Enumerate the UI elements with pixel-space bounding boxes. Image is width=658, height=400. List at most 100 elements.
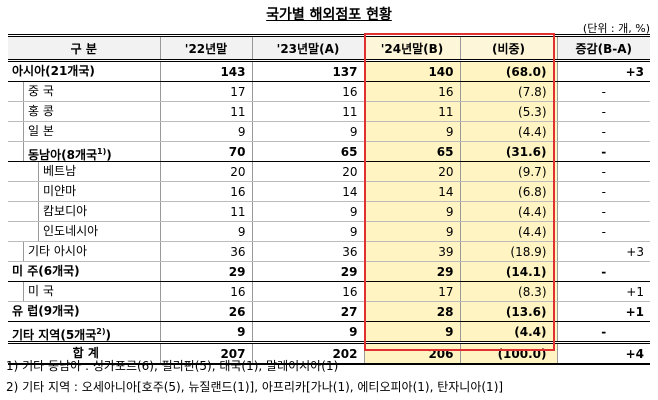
row-label: 합 계 <box>8 345 160 362</box>
header-cell: (비중) <box>459 34 557 62</box>
value-cell: 16 <box>159 181 252 202</box>
value-cell: (13.6) <box>459 301 557 322</box>
footnote: 2) 기타 지역 : 오세아니아[호주(5), 뉴질랜드(1)], 아프리카[가… <box>6 380 504 394</box>
value-cell: 65 <box>251 141 364 162</box>
value-cell: - <box>556 321 650 343</box>
value-cell: 14 <box>363 181 460 202</box>
label-text: ) <box>105 328 111 342</box>
label-text: 인도네시아 <box>43 224 99 238</box>
value-cell: 11 <box>363 101 460 122</box>
header-cell: '22년말 <box>159 34 252 62</box>
value-cell: (14.1) <box>459 261 557 282</box>
footnote: 1) 기타 동남아 : 싱가포르(6), 필리핀(5), 태국(1), 말레이시… <box>6 359 339 373</box>
row-label: 유 럽(9개국) <box>8 302 160 321</box>
value-cell: 36 <box>251 241 364 262</box>
value-cell: (6.8) <box>459 181 557 202</box>
value-cell: 207 <box>159 341 252 365</box>
value-cell: 11 <box>251 101 364 122</box>
value-cell: (4.4) <box>459 221 557 242</box>
value-cell: 39 <box>363 241 460 262</box>
header-cell: '24년말(B) <box>363 34 460 62</box>
value-cell: 9 <box>159 321 252 343</box>
row-label: 홍 콩 <box>23 102 160 121</box>
label-text: 일 본 <box>28 124 54 138</box>
value-cell: 9 <box>251 121 364 142</box>
value-cell: (100.0) <box>459 341 557 365</box>
value-cell: - <box>556 261 650 282</box>
unit: (단위 : 개, %) <box>582 22 650 35</box>
value-cell: +1 <box>556 301 650 322</box>
value-cell: 202 <box>251 341 364 365</box>
value-cell: - <box>556 181 650 202</box>
table-row: 기타 지역(5개국2)) 9 9 9 (4.4) - <box>8 321 650 343</box>
row-label-cell: 일 본 <box>8 121 160 142</box>
value-cell: 28 <box>363 301 460 322</box>
label-text: 유 럽(9개국) <box>12 304 80 318</box>
label-text: 미 주(6개국) <box>12 264 80 278</box>
value-cell: (4.4) <box>459 201 557 222</box>
value-cell: 27 <box>251 301 364 322</box>
value-cell: 9 <box>159 121 252 142</box>
value-cell: 140 <box>363 60 460 82</box>
value-cell: 9 <box>363 321 460 343</box>
row-label-cell: 기타 지역(5개국2)) <box>8 321 160 343</box>
row-label: 중 국 <box>23 82 160 101</box>
label-text: 캄보디아 <box>43 204 88 218</box>
value-cell: - <box>556 221 650 242</box>
row-label: 베트남 <box>38 162 160 181</box>
label-text: 미얀마 <box>43 184 77 198</box>
value-cell: 70 <box>159 141 252 162</box>
table-row: 합 계 207 202 206 (100.0) +4 <box>8 341 650 365</box>
table-row: 미 주(6개국) 29 29 29 (14.1) - <box>8 261 650 282</box>
label-text: 합 계 <box>72 346 99 360</box>
row-label-cell: 합 계 <box>8 341 160 365</box>
header-cell: 증감(B-A) <box>556 34 650 62</box>
value-cell: 9 <box>363 221 460 242</box>
value-cell: 20 <box>159 161 252 182</box>
value-cell: 29 <box>159 261 252 282</box>
row-label-cell: 유 럽(9개국) <box>8 301 160 322</box>
table-row: 캄보디아 11 9 9 (4.4) - <box>8 201 650 222</box>
row-label-cell: 기타 아시아 <box>8 241 160 262</box>
row-label: 기타 아시아 <box>23 242 160 261</box>
value-cell: 14 <box>251 181 364 202</box>
row-label-cell: 아시아(21개국) <box>8 60 160 82</box>
title: 국가별 해외점포 현황 <box>266 7 392 23</box>
row-label-cell: 미 주(6개국) <box>8 261 160 282</box>
table-row: 중 국 17 16 16 (7.8) - <box>8 81 650 102</box>
value-cell: (9.7) <box>459 161 557 182</box>
value-cell: (31.6) <box>459 141 557 162</box>
value-cell: (8.3) <box>459 281 557 302</box>
header-row: 구 분 '22년말 '23년말(A) '24년말(B) (비중) 증감(B-A) <box>8 34 650 62</box>
value-cell: 16 <box>159 281 252 302</box>
value-cell: +1 <box>556 281 650 302</box>
value-cell: 29 <box>363 261 460 282</box>
table-row: 인도네시아 9 9 9 (4.4) - <box>8 221 650 242</box>
value-cell: +4 <box>556 341 650 365</box>
value-cell: (4.4) <box>459 321 557 343</box>
value-cell: 11 <box>159 101 252 122</box>
value-cell: 9 <box>363 121 460 142</box>
value-cell: 9 <box>363 201 460 222</box>
row-label: 일 본 <box>23 122 160 141</box>
value-cell: (7.8) <box>459 81 557 102</box>
table-row: 미얀마 16 14 14 (6.8) - <box>8 181 650 202</box>
label-text: 베트남 <box>43 164 77 178</box>
value-cell: 137 <box>251 60 364 82</box>
table-row: 홍 콩 11 11 11 (5.3) - <box>8 101 650 122</box>
data-table: 구 분 '22년말 '23년말(A) '24년말(B) (비중) 증감(B-A) 아시아(… <box>8 34 650 365</box>
value-cell: - <box>556 81 650 102</box>
value-cell: (68.0) <box>459 60 557 82</box>
label-text: 기타 아시아 <box>28 244 88 258</box>
value-cell: - <box>556 201 650 222</box>
value-cell: 16 <box>251 281 364 302</box>
row-label-cell: 홍 콩 <box>8 101 160 122</box>
footnote-ref: 1) <box>97 147 107 156</box>
row-label-cell: 미 국 <box>8 281 160 302</box>
row-label-cell: 동남아(8개국1)) <box>8 141 160 162</box>
row-label: 기타 지역(5개국2)) <box>8 322 160 342</box>
table-row: 아시아(21개국) 143 137 140 (68.0) +3 <box>8 60 650 82</box>
value-cell: 17 <box>363 281 460 302</box>
label-text: 아시아(21개국) <box>12 64 95 78</box>
